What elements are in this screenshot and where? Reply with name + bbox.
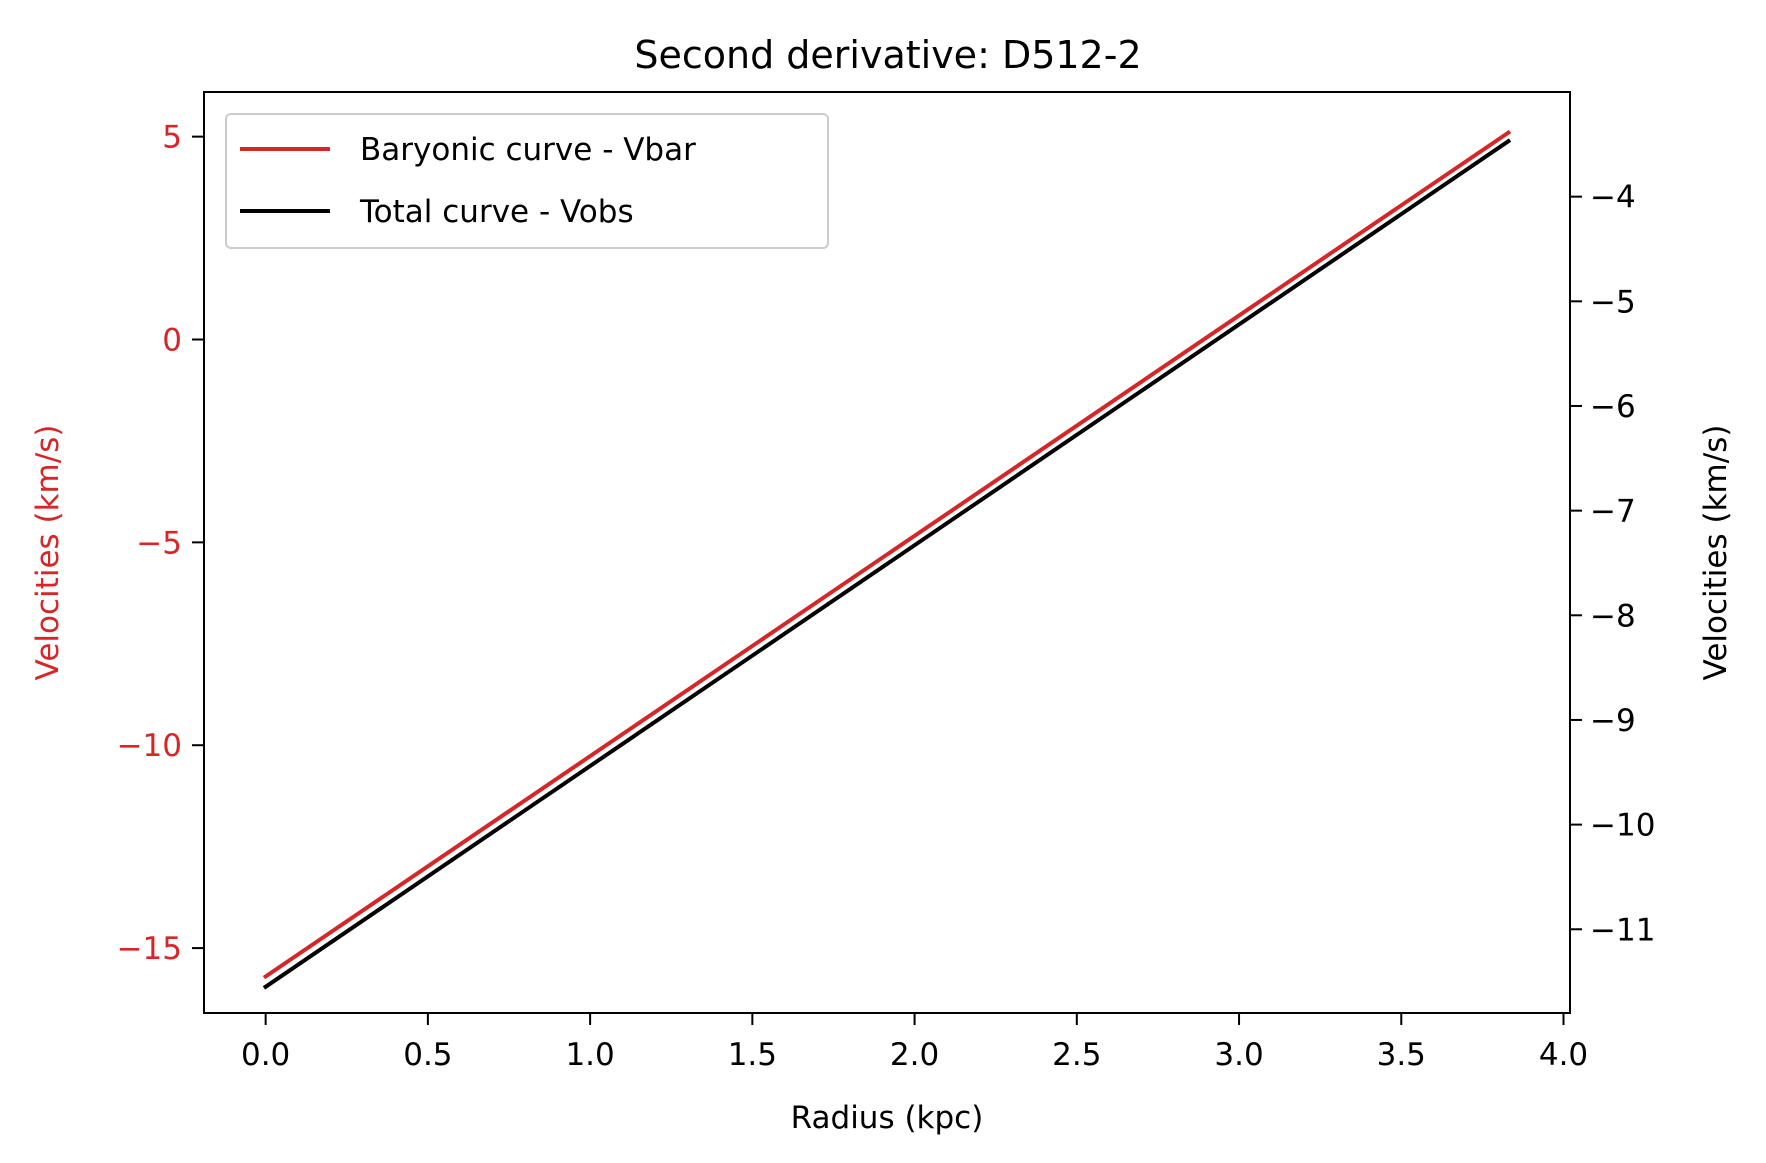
y-right-tick-label: −8 [1590,598,1636,634]
y-left-tick-label: −15 [117,931,182,967]
legend-box [225,113,829,249]
y-left-axis-label: Velocities (km/s) [30,425,66,681]
y-right-axis-ticks: −4 −5 −6 −7 −8 −9 −10 −11 [1570,180,1655,948]
x-tick-label: 1.0 [565,1037,614,1073]
x-tick-label: 1.5 [728,1037,777,1073]
y-left-tick-label: 0 [162,322,182,358]
y-right-tick-label: −9 [1590,703,1636,739]
y-right-tick-label: −4 [1590,180,1636,216]
x-tick-label: 2.5 [1052,1037,1101,1073]
x-tick-label: 4.0 [1539,1037,1588,1073]
y-right-tick-label: −5 [1590,284,1636,320]
x-axis-label: Radius (kpc) [791,1100,984,1136]
series-layer [262,129,1512,990]
x-tick-label: 3.5 [1377,1037,1426,1073]
y-left-axis-ticks: 5 0 −5 −10 −15 [117,120,204,967]
y-left-tick-label: 5 [162,120,182,156]
x-axis-ticks: 0.0 0.5 1.0 1.5 2.0 2.5 3.0 3.5 4.0 [241,1013,1588,1073]
legend: Baryonic curve - Vbar Total curve - Vobs [225,113,829,249]
legend-label-0: Baryonic curve - Vbar [360,132,696,168]
y-right-tick-label: −10 [1590,808,1655,844]
series-line-1 [262,138,1512,990]
y-right-tick-label: −6 [1590,389,1636,425]
x-tick-label: 0.0 [241,1037,290,1073]
y-right-tick-label: −7 [1590,494,1636,530]
plot-frame [203,91,1571,1014]
y-right-tick-label: −11 [1590,912,1655,948]
series-line-0 [262,129,1512,980]
legend-label-1: Total curve - Vobs [359,194,634,230]
chart-title: Second derivative: D512-2 [634,33,1141,77]
x-tick-label: 3.0 [1214,1037,1263,1073]
x-tick-label: 0.5 [403,1037,452,1073]
y-right-axis-label: Velocities (km/s) [1698,425,1734,681]
y-left-tick-label: −10 [117,728,182,764]
y-left-tick-label: −5 [136,525,182,561]
x-tick-label: 2.0 [890,1037,939,1073]
